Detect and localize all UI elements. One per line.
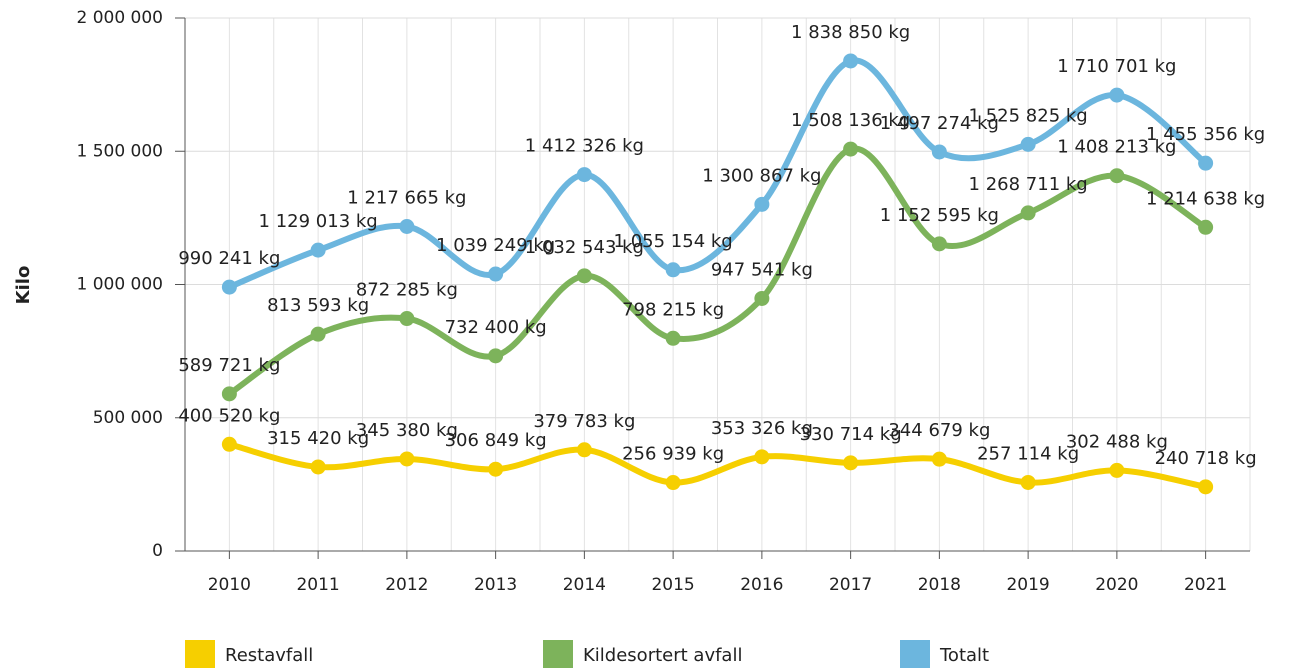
point: [1020, 136, 1036, 152]
data-label: 798 215 kg: [622, 299, 724, 320]
y-tick-label: 1 000 000: [76, 275, 163, 295]
point: [310, 242, 326, 258]
data-label: 1 412 326 kg: [525, 136, 644, 157]
point: [399, 311, 415, 327]
y-tick-label: 1 500 000: [76, 141, 163, 161]
x-tick-label: 2019: [1006, 575, 1049, 595]
data-label: 330 714 kg: [800, 424, 902, 445]
point: [488, 266, 504, 282]
data-label: 379 783 kg: [533, 411, 635, 432]
x-tick-label: 2013: [474, 575, 517, 595]
point: [399, 451, 415, 467]
data-label: 1 455 356 kg: [1146, 124, 1265, 145]
data-label: 1 032 543 kg: [525, 237, 644, 258]
point: [754, 449, 770, 465]
legend-swatch: [543, 640, 573, 668]
legend-swatch: [900, 640, 930, 668]
legend-label: Kildesortert avfall: [583, 645, 742, 666]
point: [754, 196, 770, 212]
x-tick-label: 2016: [740, 575, 783, 595]
data-label: 1 508 136 kg: [791, 110, 910, 131]
x-tick-label: 2010: [208, 575, 251, 595]
data-label: 302 488 kg: [1066, 431, 1168, 452]
data-label: 1 408 213 kg: [1057, 137, 1176, 158]
legend-label: Totalt: [939, 645, 989, 666]
data-label: 1 300 867 kg: [702, 165, 821, 186]
x-tick-label: 2015: [651, 575, 694, 595]
data-label: 344 679 kg: [888, 420, 990, 441]
x-tick-label: 2021: [1184, 575, 1227, 595]
data-label: 306 849 kg: [445, 430, 547, 451]
point: [310, 326, 326, 342]
point: [754, 290, 770, 306]
data-label: 1 525 825 kg: [969, 105, 1088, 126]
point: [488, 461, 504, 477]
point: [665, 262, 681, 278]
data-label: 947 541 kg: [711, 259, 813, 280]
point: [665, 475, 681, 491]
point: [1020, 205, 1036, 221]
data-label: 1 497 274 kg: [880, 113, 999, 134]
data-label: 990 241 kg: [178, 248, 280, 269]
data-label: 872 285 kg: [356, 280, 458, 301]
point: [221, 279, 237, 295]
data-label: 353 326 kg: [711, 418, 813, 439]
data-label: 1 217 665 kg: [347, 187, 466, 208]
point: [488, 348, 504, 364]
data-label: 257 114 kg: [977, 443, 1079, 464]
point: [576, 442, 592, 458]
point: [843, 53, 859, 69]
data-label: 813 593 kg: [267, 295, 369, 316]
point: [399, 218, 415, 234]
data-label: 732 400 kg: [445, 317, 547, 338]
point: [931, 144, 947, 160]
legend-swatch: [185, 640, 215, 668]
data-label: 1 268 711 kg: [969, 174, 1088, 195]
data-label: 1 039 249 kg: [436, 235, 555, 256]
point: [1198, 219, 1214, 235]
x-tick-label: 2017: [829, 575, 872, 595]
point: [1109, 87, 1125, 103]
point: [221, 386, 237, 402]
x-tick-label: 2014: [563, 575, 606, 595]
point: [576, 167, 592, 183]
data-label: 1 214 638 kg: [1146, 188, 1265, 209]
point: [1198, 155, 1214, 171]
data-label: 1 055 154 kg: [614, 231, 733, 252]
data-label: 1 129 013 kg: [259, 211, 378, 232]
y-tick-label: 0: [152, 541, 163, 561]
point: [1198, 479, 1214, 495]
point: [1020, 474, 1036, 490]
point: [931, 451, 947, 467]
point: [665, 330, 681, 346]
data-label: 1 710 701 kg: [1057, 56, 1176, 77]
x-tick-label: 2018: [918, 575, 961, 595]
y-tick-label: 500 000: [93, 408, 163, 428]
point: [931, 236, 947, 252]
x-tick-label: 2012: [385, 575, 428, 595]
data-label: 345 380 kg: [356, 420, 458, 441]
data-label: 1 838 850 kg: [791, 22, 910, 43]
point: [576, 268, 592, 284]
y-tick-label: 2 000 000: [76, 8, 163, 28]
point: [1109, 168, 1125, 184]
data-label: 589 721 kg: [178, 355, 280, 376]
data-label: 315 420 kg: [267, 428, 369, 449]
data-label: 400 520 kg: [178, 405, 280, 426]
data-label: 1 152 595 kg: [880, 205, 999, 226]
point: [843, 141, 859, 157]
point: [310, 459, 326, 475]
x-tick-label: 2011: [296, 575, 339, 595]
data-label: 256 939 kg: [622, 444, 724, 465]
data-label: 240 718 kg: [1155, 448, 1257, 469]
point: [221, 436, 237, 452]
legend-label: Restavfall: [225, 645, 313, 666]
point: [1109, 462, 1125, 478]
x-tick-label: 2020: [1095, 575, 1138, 595]
y-axis-label: Kilo: [13, 266, 34, 305]
point: [843, 455, 859, 471]
